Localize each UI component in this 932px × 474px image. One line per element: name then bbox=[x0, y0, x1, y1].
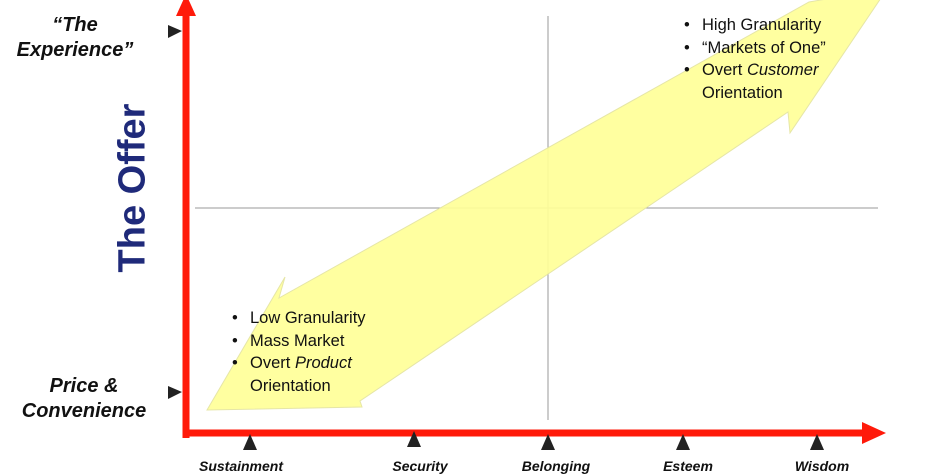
bullet-emphasis: Customer bbox=[746, 61, 819, 79]
y-marker-bottom bbox=[168, 386, 182, 399]
x-level-label-sustainment: Sustainment bbox=[198, 458, 284, 474]
x-level-label-belonging: Belonging bbox=[521, 458, 591, 474]
bullet-item: Mass Market bbox=[230, 330, 366, 353]
y-level-top-line-2: Experience” bbox=[16, 39, 134, 61]
bullet-prefix: Overt bbox=[702, 61, 747, 79]
x-marker-security bbox=[407, 431, 421, 447]
low-end-bullet-list: Low Granularity Mass Market Overt Produc… bbox=[230, 307, 366, 397]
double-headed-arrow bbox=[206, 0, 881, 411]
x-level-label-wisdom: Wisdom bbox=[794, 458, 850, 474]
x-level-label-esteem: Esteem bbox=[663, 458, 713, 474]
bullet-item: Overt Product bbox=[230, 352, 366, 375]
x-marker-esteem bbox=[676, 434, 690, 450]
y-axis-arrowhead bbox=[176, 0, 196, 16]
bullet-continuation: Orientation bbox=[702, 83, 783, 102]
x-marker-wisdom bbox=[810, 434, 824, 450]
bullet-item: High Granularity bbox=[682, 14, 826, 37]
x-axis-arrowhead bbox=[862, 422, 886, 444]
x-marker-sustainment bbox=[243, 434, 257, 450]
y-level-top-label: “The Experience” bbox=[0, 13, 164, 63]
y-level-bottom-line-1: Price & bbox=[49, 375, 119, 397]
high-end-bullet-list: High Granularity “Markets of One” Overt … bbox=[682, 14, 826, 104]
x-level-label-security: Security bbox=[392, 458, 448, 474]
x-marker-belonging bbox=[541, 434, 555, 450]
bullet-emphasis: Product bbox=[294, 354, 352, 372]
bullet-prefix: Overt bbox=[250, 354, 295, 372]
bullet-continuation: Orientation bbox=[250, 376, 331, 395]
y-level-bottom-label: Price & Convenience bbox=[0, 374, 173, 424]
y-level-bottom-line-2: Convenience bbox=[21, 400, 147, 422]
bullet-item: Low Granularity bbox=[230, 307, 366, 330]
bullet-item: “Markets of One” bbox=[682, 37, 826, 60]
bullet-item: Overt Customer bbox=[682, 59, 826, 82]
y-level-top-line-1: “The bbox=[52, 14, 98, 36]
y-axis-title: The Offer bbox=[111, 103, 154, 273]
y-marker-top bbox=[168, 25, 182, 38]
